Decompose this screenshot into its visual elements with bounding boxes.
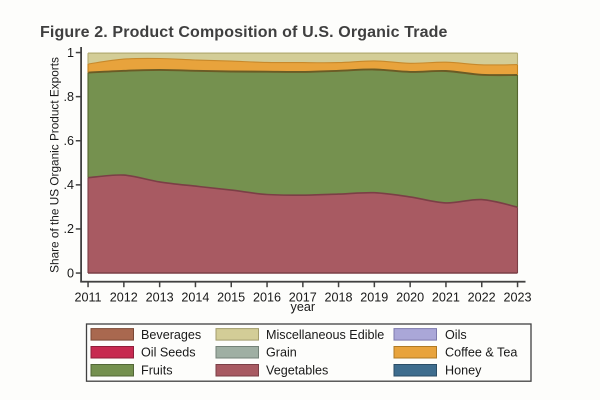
- svg-text:.4: .4: [63, 178, 74, 192]
- svg-text:Grain: Grain: [266, 346, 297, 360]
- svg-text:year: year: [291, 300, 316, 314]
- svg-text:Miscellaneous Edible: Miscellaneous Edible: [266, 328, 384, 342]
- svg-text:Share of the US Organic Produc: Share of the US Organic Product Exports: [48, 57, 62, 273]
- svg-text:2016: 2016: [253, 290, 281, 304]
- svg-text:2015: 2015: [217, 290, 245, 304]
- svg-text:2022: 2022: [468, 290, 496, 304]
- svg-text:.2: .2: [63, 222, 74, 236]
- svg-text:Coffee & Tea: Coffee & Tea: [445, 346, 517, 360]
- svg-text:Honey: Honey: [445, 364, 482, 378]
- svg-text:.8: .8: [63, 90, 74, 104]
- svg-text:2019: 2019: [360, 290, 388, 304]
- svg-text:2020: 2020: [396, 290, 424, 304]
- svg-text:Oil Seeds: Oil Seeds: [141, 346, 196, 360]
- svg-text:2018: 2018: [324, 290, 352, 304]
- svg-text:2011: 2011: [74, 290, 101, 304]
- svg-text:.6: .6: [63, 134, 74, 148]
- svg-text:2012: 2012: [110, 290, 138, 304]
- svg-text:Fruits: Fruits: [141, 364, 172, 378]
- svg-text:2023: 2023: [503, 290, 531, 304]
- svg-text:1: 1: [67, 46, 74, 60]
- svg-text:Vegetables: Vegetables: [266, 364, 328, 378]
- svg-text:Beverages: Beverages: [141, 328, 201, 342]
- svg-text:0: 0: [67, 266, 74, 280]
- svg-text:Oils: Oils: [445, 328, 467, 342]
- svg-text:2017: 2017: [289, 290, 317, 304]
- svg-text:2021: 2021: [432, 290, 460, 304]
- svg-text:Figure 2. Product Composition: Figure 2. Product Composition of U.S. Or…: [40, 24, 448, 41]
- svg-text:2013: 2013: [146, 290, 174, 304]
- svg-text:2014: 2014: [181, 290, 209, 304]
